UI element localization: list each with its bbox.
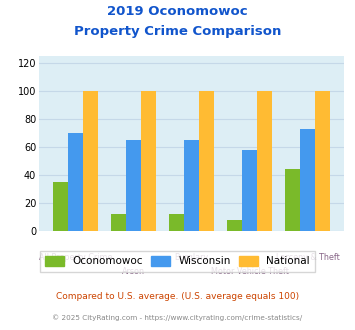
Bar: [68, 133, 83, 231]
Bar: [285, 169, 300, 231]
Text: Larceny & Theft: Larceny & Theft: [276, 253, 340, 262]
Bar: [53, 182, 68, 231]
Bar: [184, 140, 199, 231]
Bar: [227, 220, 242, 231]
Text: Arson: Arson: [122, 267, 145, 277]
Text: Burglary: Burglary: [175, 253, 209, 262]
Text: 2019 Oconomowoc: 2019 Oconomowoc: [107, 5, 248, 18]
Bar: [242, 150, 257, 231]
Text: Compared to U.S. average. (U.S. average equals 100): Compared to U.S. average. (U.S. average …: [56, 292, 299, 301]
Text: Motor Vehicle Theft: Motor Vehicle Theft: [211, 267, 289, 277]
Bar: [257, 91, 272, 231]
Bar: [315, 91, 331, 231]
Bar: [111, 214, 126, 231]
Text: © 2025 CityRating.com - https://www.cityrating.com/crime-statistics/: © 2025 CityRating.com - https://www.city…: [53, 314, 302, 321]
Bar: [169, 214, 184, 231]
Bar: [126, 140, 141, 231]
Bar: [141, 91, 156, 231]
Text: Property Crime Comparison: Property Crime Comparison: [74, 25, 281, 38]
Bar: [300, 129, 315, 231]
Text: All Property Crime: All Property Crime: [39, 253, 112, 262]
Bar: [199, 91, 214, 231]
Bar: [83, 91, 98, 231]
Legend: Oconomowoc, Wisconsin, National: Oconomowoc, Wisconsin, National: [40, 251, 315, 272]
